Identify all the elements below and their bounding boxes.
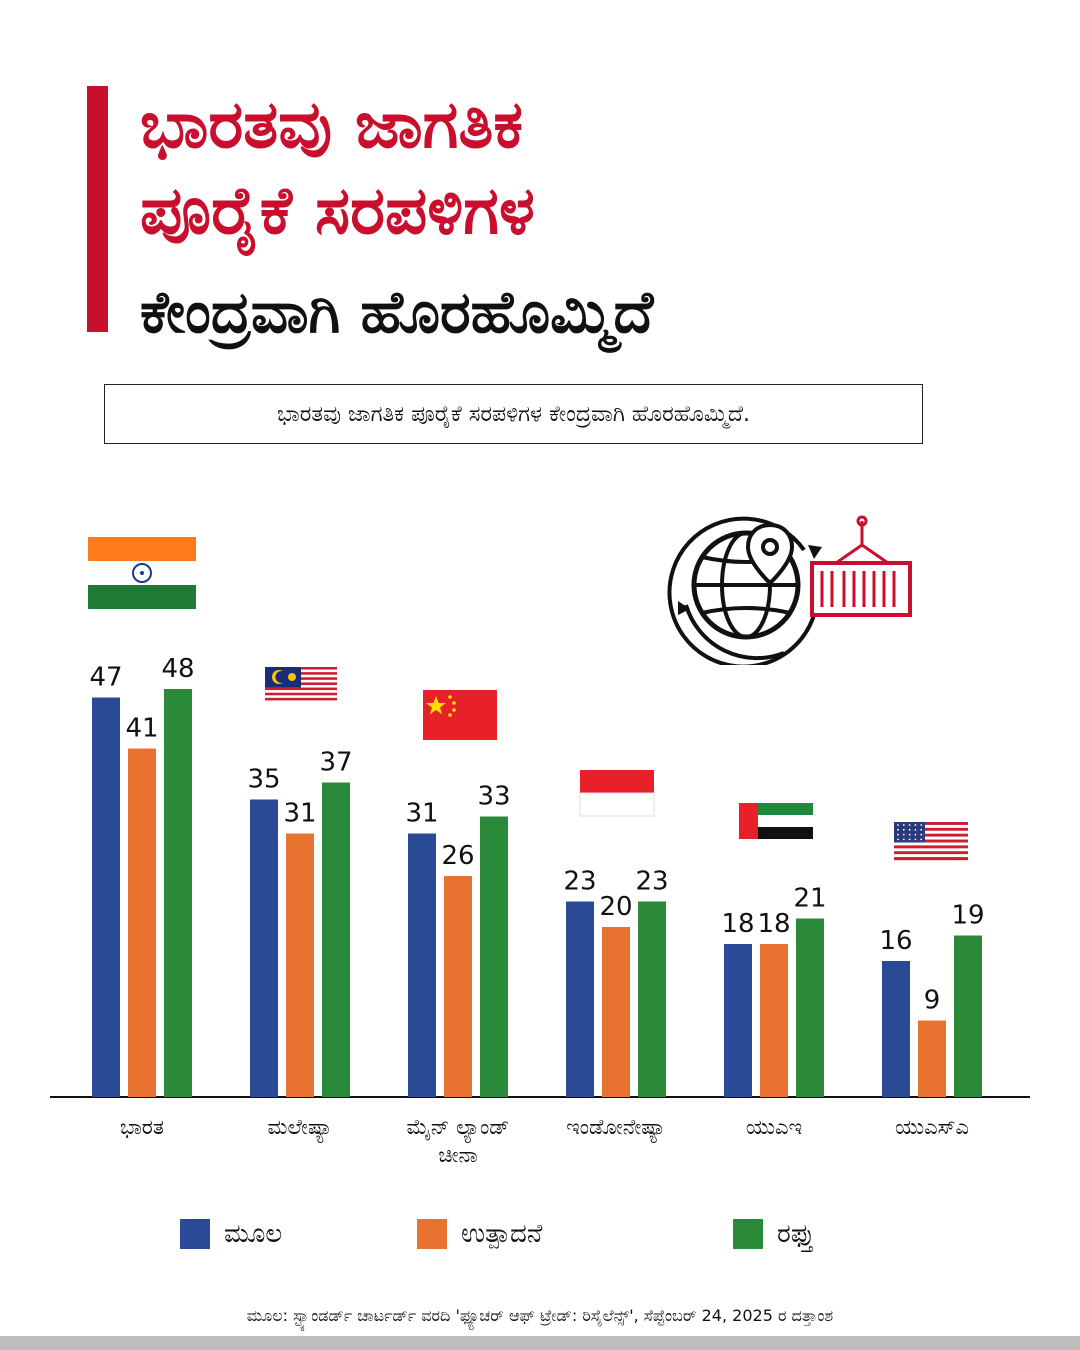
category-label-1: ಮಲೇಷ್ಯಾ [267, 1115, 332, 1143]
bar-1-1 [286, 833, 314, 1097]
data-label-2-0: 31 [405, 799, 438, 829]
data-label-2-1: 26 [441, 841, 474, 871]
title-line-1: ಭಾರತವು ಜಾಗತಿಕ [140, 86, 524, 163]
india-flag [88, 537, 196, 609]
category-label-3: ಇಂಡೋನೇಷ್ಯಾ [566, 1115, 666, 1143]
bar-5-1 [918, 1020, 946, 1097]
data-label-3-2: 23 [635, 867, 668, 897]
bar-1-0 [250, 799, 278, 1097]
legend-item-source: ಮೂಲ [180, 1216, 282, 1252]
source-note: ಮೂಲ: ಸ್ಟ್ಯಾಂಡರ್ಡ್ ಚಾರ್ಟರ್ಡ್ ವರದಿ 'ಫ್ಯೂಚರ… [246, 1306, 834, 1325]
data-label-5-0: 16 [879, 926, 912, 956]
category-label-4: ಯುಎಇ [746, 1115, 802, 1139]
malaysia-flag [265, 667, 337, 704]
subtitle-text: ಭಾರತವು ಜಾಗತಿಕ ಪೂರೈಕೆ ಸರಪಳಿಗಳ ಕೇಂದ್ರವಾಗಿ … [277, 401, 750, 427]
data-label-1-1: 31 [283, 799, 316, 829]
title-accent-bar [87, 86, 108, 332]
title-line-3: ಕೇಂದ್ರವಾಗಿ ಹೊರಹೊಮ್ಮಿದೆ [140, 278, 654, 346]
bar-4-0 [724, 944, 752, 1097]
category-label-2-0: ಮೈನ್ ಲ್ಯಾಂಡ್ [407, 1115, 510, 1143]
data-label-4-0: 18 [721, 909, 754, 939]
uae-flag [739, 803, 813, 839]
bottom-strip [0, 1336, 1080, 1350]
data-label-3-1: 20 [599, 892, 632, 922]
data-label-0-0: 47 [89, 663, 122, 693]
bar-3-2 [638, 901, 666, 1097]
data-label-4-1: 18 [757, 909, 790, 939]
category-label-0: ಭಾರತ [120, 1115, 164, 1139]
bar-2-2 [480, 816, 508, 1097]
data-label-0-2: 48 [161, 654, 194, 684]
bar-0-0 [92, 697, 120, 1097]
legend-item-production: ಉತ್ಪಾದನೆ [417, 1216, 542, 1252]
bar-5-0 [882, 961, 910, 1097]
legend-label-source: ಮೂಲ [224, 1218, 283, 1249]
bar-5-2 [954, 935, 982, 1097]
legend-swatch-orange [417, 1219, 447, 1249]
legend-item-export: ರಫ್ತು [733, 1216, 814, 1252]
legend-swatch-blue [180, 1219, 210, 1249]
bar-4-2 [796, 918, 824, 1097]
bar-0-1 [128, 748, 156, 1097]
bar-0-2 [164, 689, 192, 1097]
data-label-5-2: 19 [951, 901, 984, 931]
data-label-1-2: 37 [319, 748, 352, 778]
bar-4-1 [760, 944, 788, 1097]
bar-2-1 [444, 876, 472, 1097]
data-label-5-1: 9 [924, 986, 941, 1016]
usa-flag [894, 822, 968, 861]
subtitle-box: ಭಾರತವು ಜಾಗತಿಕ ಪೂರೈಕೆ ಸರಪಳಿಗಳ ಕೇಂದ್ರವಾಗಿ … [104, 384, 923, 444]
bar-2-0 [408, 833, 436, 1097]
bar-1-2 [322, 782, 350, 1097]
globe-location-container-icon [664, 505, 916, 669]
data-label-0-1: 41 [125, 714, 158, 744]
legend-label-production: ಉತ್ಪಾದನೆ [461, 1218, 543, 1249]
category-label-2-1: ಚೀನಾ [438, 1143, 477, 1167]
data-label-3-0: 23 [563, 867, 596, 897]
data-label-1-0: 35 [247, 765, 280, 795]
indonesia-flag [579, 770, 655, 817]
data-label-2-2: 33 [477, 782, 510, 812]
china-flag [423, 690, 497, 740]
bar-3-0 [566, 901, 594, 1097]
bar-3-1 [602, 927, 630, 1097]
title-line-2: ಪೂರೈಕೆ ಸರಪಳಿಗಳ [140, 172, 535, 249]
legend-swatch-green [733, 1219, 763, 1249]
data-label-4-2: 21 [793, 884, 826, 914]
legend-label-export: ರಫ್ತು [777, 1218, 815, 1249]
category-label-5: ಯುಎಸ್ಎ [895, 1115, 969, 1139]
